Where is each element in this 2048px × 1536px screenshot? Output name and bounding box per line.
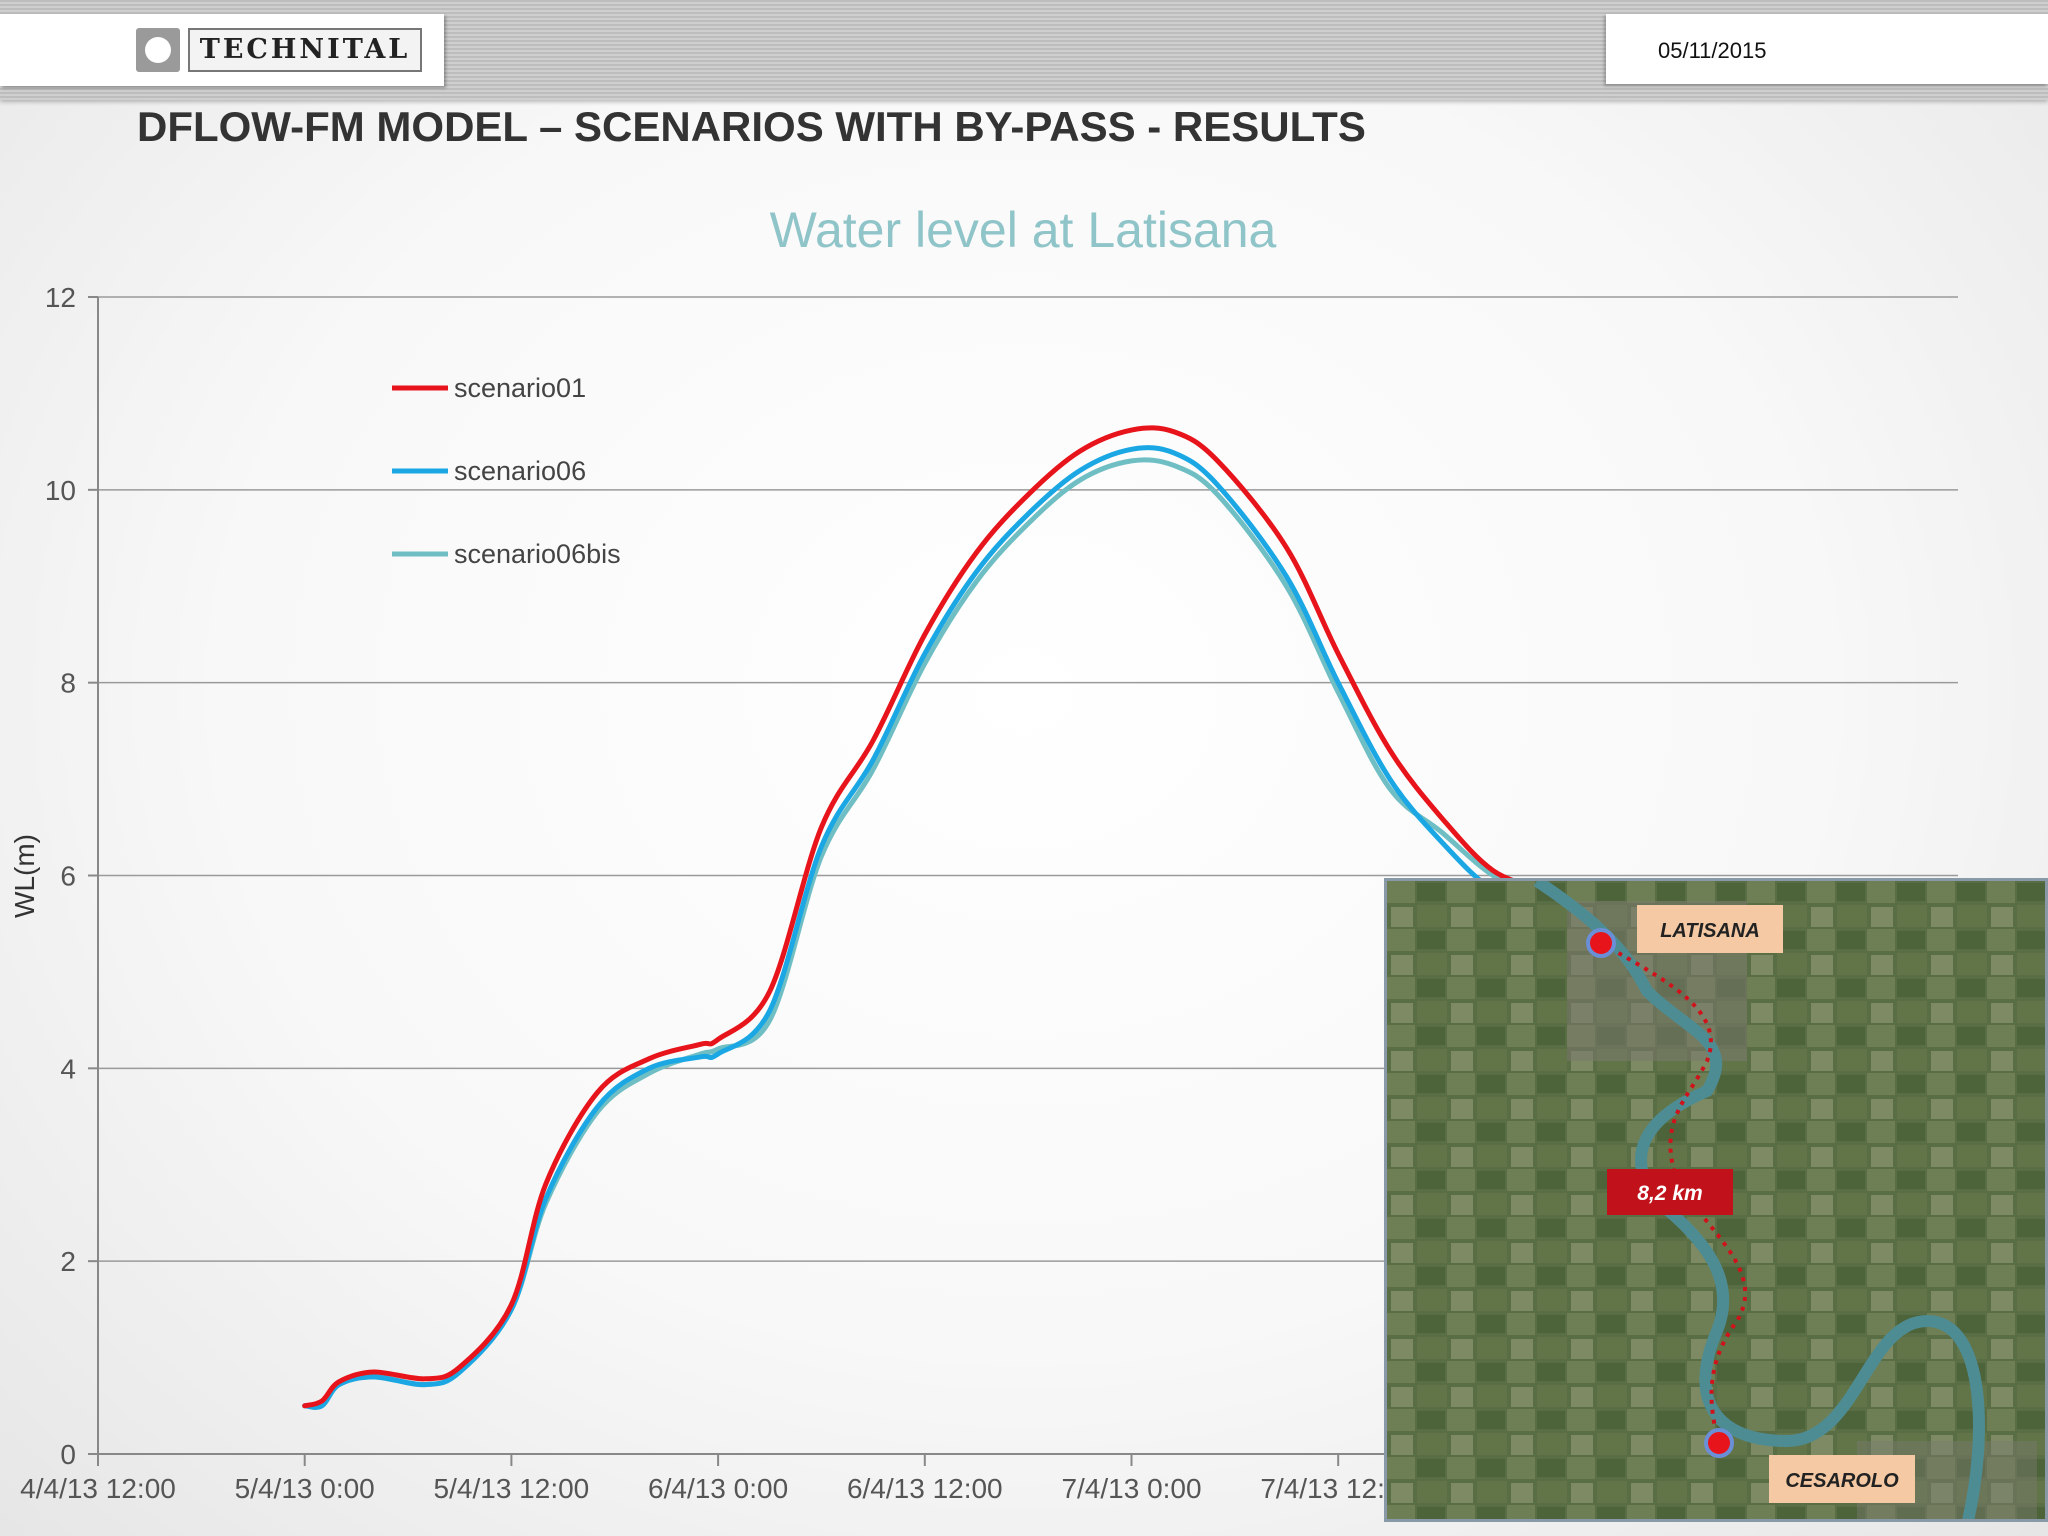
x-tick-label: 6/4/13 12:00 bbox=[847, 1473, 1003, 1504]
series-line-scenario01 bbox=[302, 425, 1548, 1409]
y-axis-label: WL(m) bbox=[9, 834, 40, 918]
legend-label-scenario01: scenario01 bbox=[454, 373, 586, 403]
y-tick-label: 8 bbox=[60, 668, 76, 699]
slide-date: 05/11/2015 bbox=[1658, 38, 1767, 63]
y-tick-label: 2 bbox=[60, 1246, 76, 1277]
cesarolo-marker bbox=[1704, 1428, 1734, 1458]
x-tick-label: 7/4/13 0:00 bbox=[1061, 1473, 1201, 1504]
x-tick-label: 4/4/13 12:00 bbox=[20, 1473, 176, 1504]
logo-text: TECHNITAL bbox=[188, 28, 422, 72]
y-tick-label: 12 bbox=[45, 282, 76, 313]
cesarolo-label-box bbox=[1769, 1455, 1915, 1503]
latisana-label: LATISANA bbox=[1660, 920, 1760, 942]
y-tick-label: 6 bbox=[60, 861, 76, 892]
satellite-map: LATISANA 8,2 km CESAROLO bbox=[1387, 881, 2045, 1519]
header-bar: TECHNITAL 05/11/2015 bbox=[0, 0, 2048, 100]
legend-label-scenario06: scenario06 bbox=[454, 456, 586, 486]
distance-label-box bbox=[1607, 1169, 1733, 1215]
y-tick-label: 4 bbox=[60, 1053, 76, 1084]
logo-mark-icon bbox=[136, 28, 180, 72]
date-box: 05/11/2015 bbox=[1606, 14, 2048, 84]
y-tick-label: 0 bbox=[60, 1439, 76, 1470]
x-tick-label: 5/4/13 0:00 bbox=[235, 1473, 375, 1504]
series-line-scenario06 bbox=[302, 445, 1548, 1410]
cesarolo-label: CESAROLO bbox=[1785, 1470, 1899, 1492]
legend-label-scenario06bis: scenario06bis bbox=[454, 539, 621, 569]
series-line-scenario06bis bbox=[302, 457, 1548, 1410]
latisana-label-box bbox=[1637, 905, 1783, 953]
slide-title: DFLOW-FM MODEL – SCENARIOS WITH BY-PASS … bbox=[137, 103, 1366, 150]
river-tagliamento bbox=[1533, 881, 1985, 1519]
distance-label: 8,2 km bbox=[1637, 1182, 1702, 1205]
x-tick-label: 5/4/13 12:00 bbox=[434, 1473, 590, 1504]
logo: TECHNITAL bbox=[0, 14, 444, 86]
inset-map: LATISANA 8,2 km CESAROLO bbox=[1384, 878, 2048, 1522]
chart-title: Water level at Latisana bbox=[770, 202, 1277, 258]
latisana-marker bbox=[1586, 928, 1616, 958]
x-tick-label: 6/4/13 0:00 bbox=[648, 1473, 788, 1504]
y-tick-label: 10 bbox=[45, 475, 76, 506]
